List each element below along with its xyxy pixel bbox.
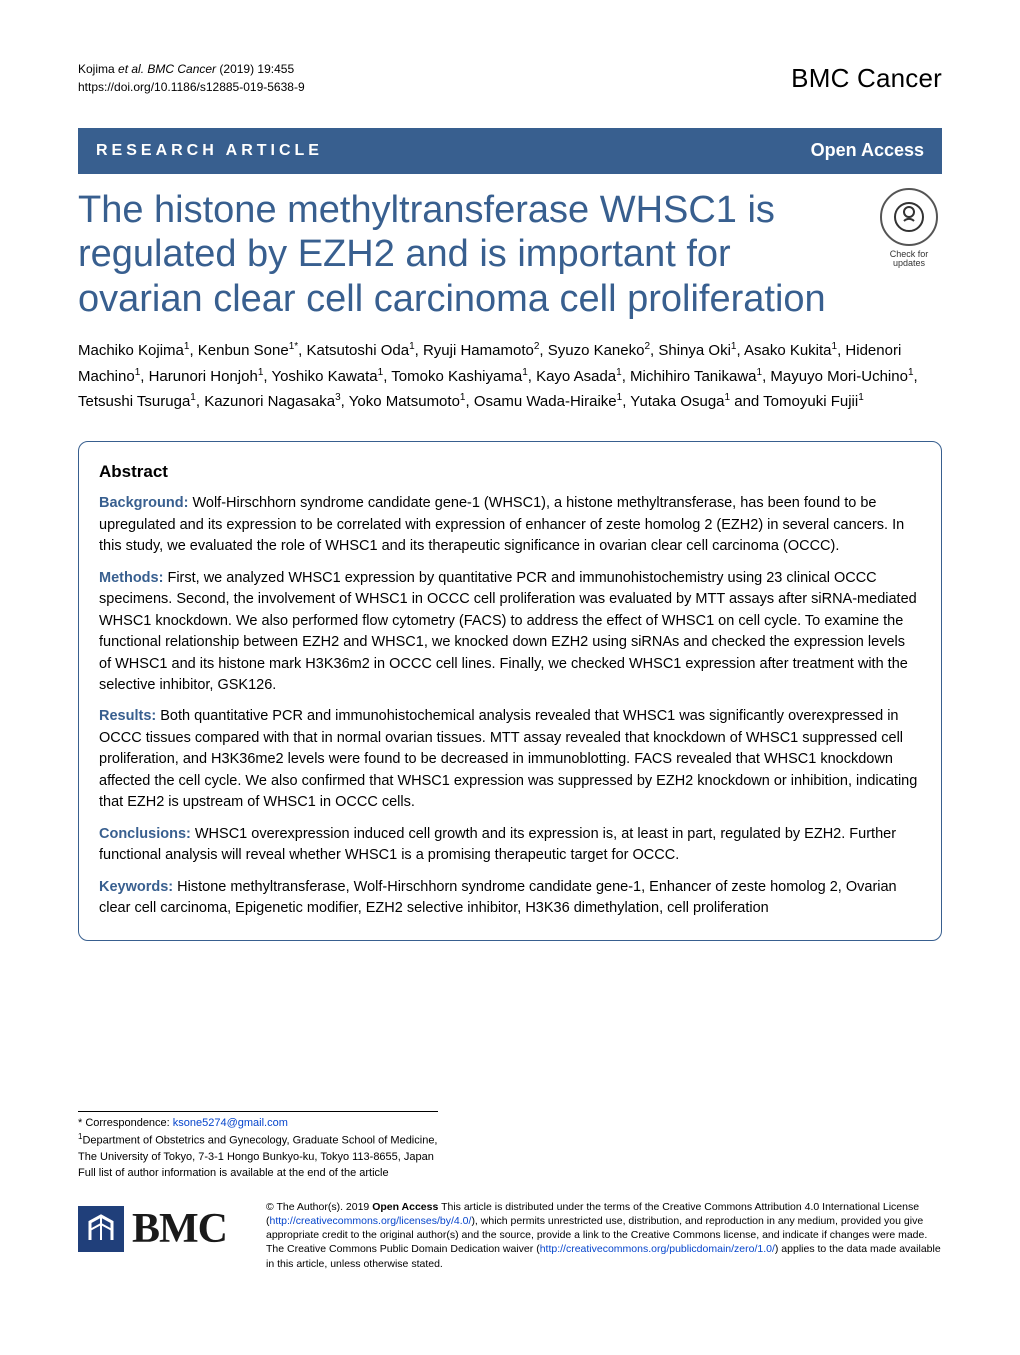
license-pd-link[interactable]: http://creativecommons.org/publicdomain/… (540, 1243, 775, 1255)
full-list-note: Full list of author information is avail… (78, 1166, 438, 1182)
footer-row: BMC © The Author(s). 2019 Open Access Th… (78, 1200, 942, 1271)
crossmark-label: Check for updates (876, 250, 942, 270)
crossmark-icon[interactable] (880, 188, 938, 246)
citation-journal: et al. BMC Cancer (118, 62, 216, 76)
abstract-label-methods: Methods: (99, 570, 163, 586)
abstract-label-conclusions: Conclusions: (99, 826, 191, 842)
affiliation-text-1: Department of Obstetrics and Gynecology,… (82, 1135, 437, 1147)
abstract-text-conclusions: WHSC1 overexpression induced cell growth… (99, 826, 896, 863)
abstract-box: Abstract Background: Wolf-Hirschhorn syn… (78, 441, 942, 941)
abstract-background: Background: Wolf-Hirschhorn syndrome can… (99, 493, 921, 557)
page: Kojima et al. BMC Cancer (2019) 19:455 h… (0, 0, 1020, 1311)
abstract-label-background: Background: (99, 495, 188, 511)
abstract-text-results: Both quantitative PCR and immunohistoche… (99, 708, 917, 810)
abstract-keywords: Keywords: Histone methyltransferase, Wol… (99, 877, 921, 920)
bmc-logo: BMC (78, 1200, 248, 1259)
open-access-label: Open Access (811, 138, 924, 163)
bmc-mark-icon (78, 1206, 124, 1252)
correspondence-email-link[interactable]: ksone5274@gmail.com (173, 1117, 288, 1129)
abstract-methods: Methods: First, we analyzed WHSC1 expres… (99, 568, 921, 697)
license-text: © The Author(s). 2019 Open Access This a… (266, 1200, 942, 1271)
abstract-text-methods: First, we analyzed WHSC1 expression by q… (99, 570, 917, 693)
license-open-access-bold: Open Access (372, 1201, 438, 1213)
keywords-text: Histone methyltransferase, Wolf-Hirschho… (99, 879, 897, 916)
license-cc-link[interactable]: http://creativecommons.org/licenses/by/4… (270, 1215, 472, 1227)
keywords-label: Keywords: (99, 879, 173, 895)
title-block: The histone methyltransferase WHSC1 is r… (78, 188, 942, 322)
affiliation-line-2: The University of Tokyo, 7-3-1 Hongo Bun… (78, 1150, 438, 1166)
abstract-text-background: Wolf-Hirschhorn syndrome candidate gene-… (99, 495, 904, 554)
abstract-results: Results: Both quantitative PCR and immun… (99, 706, 921, 813)
citation-line: Kojima et al. BMC Cancer (2019) 19:455 (78, 60, 305, 78)
citation-yearvol: (2019) 19:455 (216, 62, 294, 76)
abstract-heading: Abstract (99, 460, 921, 484)
running-head: Kojima et al. BMC Cancer (2019) 19:455 h… (78, 60, 942, 96)
abstract-conclusions: Conclusions: WHSC1 overexpression induce… (99, 824, 921, 867)
authors-list: Machiko Kojima1, Kenbun Sone1*, Katsutos… (78, 338, 942, 415)
abstract-label-results: Results: (99, 708, 156, 724)
license-prefix: © The Author(s). 2019 (266, 1201, 372, 1213)
citation-authors: Kojima (78, 62, 118, 76)
crossmark-column: Check for updates (876, 188, 942, 270)
bmc-logo-text: BMC (132, 1200, 227, 1259)
doi-line: https://doi.org/10.1186/s12885-019-5638-… (78, 78, 305, 96)
running-head-left: Kojima et al. BMC Cancer (2019) 19:455 h… (78, 60, 305, 96)
article-type-bar: RESEARCH ARTICLE Open Access (78, 128, 942, 173)
crossmark-svg (891, 199, 927, 235)
affiliation-line-1: 1Department of Obstetrics and Gynecology… (78, 1131, 438, 1150)
article-type-label: RESEARCH ARTICLE (96, 140, 323, 162)
correspondence-label: * Correspondence: (78, 1117, 173, 1129)
correspondence-line: * Correspondence: ksone5274@gmail.com (78, 1116, 438, 1132)
journal-brand: BMC Cancer (791, 60, 942, 96)
correspondence-block: * Correspondence: ksone5274@gmail.com 1D… (78, 1111, 438, 1182)
article-title: The histone methyltransferase WHSC1 is r… (78, 188, 876, 322)
